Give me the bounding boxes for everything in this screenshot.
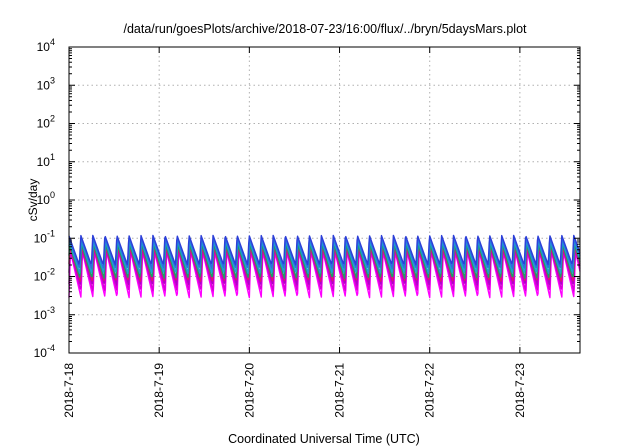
y-tick-label: 10-2	[34, 267, 55, 284]
x-tick-labels: 2018-7-18 2018-7-19 2018-7-20 2018-7-21 2018…	[62, 363, 527, 418]
data-series	[68, 234, 581, 299]
x-tick-label: 2018-7-18	[62, 363, 76, 418]
y-tick-label: 100	[37, 190, 55, 207]
y-tick-label: 10-4	[34, 343, 55, 360]
x-tick-label: 2018-7-21	[333, 363, 347, 418]
y-axis-label: cSv/day	[26, 179, 40, 222]
y-tick-label: 101	[37, 152, 55, 169]
series-line	[68, 234, 581, 266]
x-tick-label: 2018-7-23	[513, 363, 527, 418]
series-line	[68, 240, 581, 275]
x-tick-label: 2018-7-20	[242, 363, 256, 418]
y-tick-label: 104	[37, 37, 55, 54]
series-line	[68, 243, 581, 279]
y-tick-label: 10-3	[34, 305, 55, 322]
y-tick-label: 102	[37, 114, 55, 131]
chart-title: /data/run/goesPlots/archive/2018-07-23/1…	[123, 22, 527, 36]
axis-ticks	[68, 46, 580, 354]
y-tick-labels: 10-4 10-3 10-2 10-1 100 101 102 103 104	[34, 37, 55, 360]
x-tick-label: 2018-7-22	[423, 363, 437, 418]
y-tick-label: 103	[37, 75, 55, 92]
x-tick-label: 2018-7-19	[152, 363, 166, 418]
y-tick-label: 10-1	[34, 228, 55, 245]
series-line	[68, 237, 581, 270]
x-axis-label: Coordinated Universal Time (UTC)	[228, 432, 420, 446]
